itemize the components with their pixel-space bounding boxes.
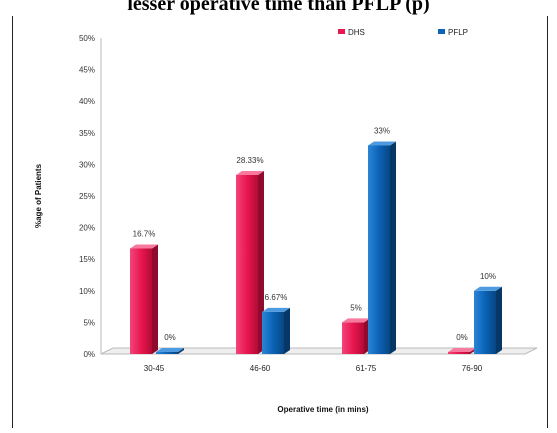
figure-caption: lesser operative time than PFLP (p) xyxy=(127,0,430,15)
y-tick-label: 40% xyxy=(79,97,95,106)
chart-frame: 0% 5% 10% 15% 20% 25% 30% 35% 40% 45% 50% 16.7% 0% 30… xyxy=(12,16,548,428)
bar-top-pflp xyxy=(262,307,290,312)
y-tick-label: 20% xyxy=(79,224,95,233)
bar-dhs xyxy=(236,174,258,354)
bar-top-dhs xyxy=(342,318,370,323)
legend-swatch-dhs xyxy=(338,29,345,34)
bar-top-dhs xyxy=(130,244,158,249)
legend-label-dhs: DHS xyxy=(348,28,365,37)
y-tick-label: 15% xyxy=(79,255,95,264)
bar-side-pflp xyxy=(496,286,502,354)
data-label: 5% xyxy=(350,303,362,312)
x-tick-label: 30-45 xyxy=(144,364,165,373)
data-label: 0% xyxy=(456,333,468,342)
x-tick-label: 46-60 xyxy=(250,364,271,373)
bar-side-pflp xyxy=(390,141,396,354)
y-tick-label: 0% xyxy=(83,350,95,359)
data-label: 28.33% xyxy=(236,156,263,165)
y-tick-label: 5% xyxy=(83,318,95,327)
bar-dhs xyxy=(342,322,364,354)
bar-pflp xyxy=(156,352,178,354)
bar-top-dhs xyxy=(236,170,264,175)
bar-side-pflp xyxy=(178,348,184,354)
y-tick-label: 10% xyxy=(79,287,95,296)
x-tick-label: 76-90 xyxy=(462,364,483,373)
bar-top-pflp xyxy=(156,348,184,352)
y-tick-label: 30% xyxy=(79,160,95,169)
bar-pflp xyxy=(474,290,496,354)
data-label: 10% xyxy=(480,272,496,281)
bar-top-pflp xyxy=(368,141,396,146)
bar-side-dhs xyxy=(152,244,158,354)
bar-chart: 0% 5% 10% 15% 20% 25% 30% 35% 40% 45% 50% 16.7% 0% 30… xyxy=(34,28,538,414)
bar-side-pflp xyxy=(284,307,290,354)
y-tick-label: 50% xyxy=(79,34,95,43)
bar-side-dhs xyxy=(258,170,264,354)
y-tick-label: 25% xyxy=(79,192,95,201)
x-axis-title: Operative time (in mins) xyxy=(277,405,368,414)
bar-pflp xyxy=(368,145,390,354)
y-axis-title: %age of Patients xyxy=(34,163,43,228)
data-label: 0% xyxy=(164,333,176,342)
legend-swatch-pflp xyxy=(438,29,445,34)
bar-pflp xyxy=(262,311,284,354)
bar-top-dhs xyxy=(448,348,476,352)
bar-dhs xyxy=(448,352,470,354)
y-tick-label: 35% xyxy=(79,129,95,138)
bar-top-pflp xyxy=(474,286,502,291)
data-label: 16.7% xyxy=(133,229,156,238)
y-tick-label: 45% xyxy=(79,66,95,75)
legend-label-pflp: PFLP xyxy=(448,28,468,37)
x-tick-label: 61-75 xyxy=(356,364,377,373)
bar-dhs xyxy=(130,248,152,354)
data-label: 6.67% xyxy=(265,293,288,302)
data-label: 33% xyxy=(374,126,390,135)
